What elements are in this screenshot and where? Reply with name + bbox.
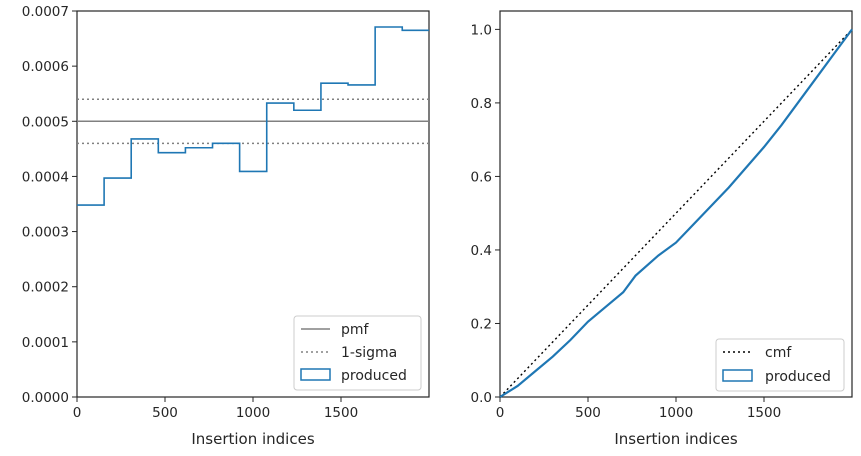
left-x-tick-label: 500: [152, 405, 178, 421]
left-legend-produced-label: produced: [341, 368, 407, 384]
left-y-tick-label: 0.0006: [22, 59, 69, 75]
left-series-layer: [77, 26, 429, 206]
right-x-axis-label: Insertion indices: [614, 430, 737, 448]
left-y-tick-label: 0.0005: [22, 114, 69, 130]
right-x-tick-label: 1500: [747, 405, 781, 421]
right-legend-produced-swatch: [722, 369, 753, 382]
right-y-tick-label: 0.0: [471, 390, 492, 406]
right-legend-cmf-label: cmf: [765, 345, 792, 361]
left-y-tick-label: 0.0002: [22, 280, 69, 296]
left-x-tick-label: 1500: [324, 405, 358, 421]
left-legend-box: [293, 315, 422, 391]
right-series-layer: [499, 28, 853, 398]
left-x-ticks: 0 500 1000 1500: [73, 397, 358, 421]
right-y-ticks: 0.0 0.2 0.4 0.6 0.8 1.0: [471, 22, 500, 406]
left-legend: pmf 1-sigma produced: [293, 315, 422, 391]
right-legend: cmf produced: [715, 338, 845, 392]
left-reference-lines: [77, 98, 429, 145]
series-produced-step: [77, 26, 429, 206]
left-x-axis-label: Insertion indices: [191, 430, 314, 448]
right-y-tick-label: 0.8: [471, 96, 492, 112]
left-x-tick-label: 1000: [236, 405, 270, 421]
left-y-tick-label: 0.0001: [22, 335, 69, 351]
left-legend-pmf-label: pmf: [341, 322, 370, 338]
right-y-tick-label: 0.4: [471, 243, 492, 259]
right-y-tick-label: 0.6: [471, 169, 492, 185]
left-y-tick-label: 0.0004: [22, 169, 69, 185]
series-produced-line: [499, 28, 853, 398]
right-y-tick-label: 1.0: [471, 22, 492, 38]
left-x-tick-label: 0: [73, 405, 82, 421]
right-x-tick-label: 1000: [659, 405, 693, 421]
right-x-tick-label: 0: [496, 405, 505, 421]
right-x-tick-label: 500: [575, 405, 601, 421]
right-chart-panel: 0 500 1000 1500 0.0 0.2 0.4 0.6 0.8 1.0 Insertio…: [471, 10, 853, 448]
right-legend-produced-label: produced: [765, 369, 831, 385]
left-legend-1-sigma-label: 1-sigma: [341, 345, 397, 361]
right-y-tick-label: 0.2: [471, 316, 492, 332]
left-y-tick-label: 0.0003: [22, 225, 69, 241]
left-y-ticks: 0.0000 0.0001 0.0002 0.0003 0.0004 0.0005 0.00…: [22, 4, 77, 406]
left-chart-panel: 0 500 1000 1500 0.00000.00010.00020.00030.0…: [22, 4, 430, 448]
left-y-tick-label: 0.0000: [22, 390, 69, 406]
left-y-tick-label: 0.0007: [22, 4, 69, 20]
right-x-ticks: 0 500 1000 1500: [496, 397, 781, 421]
left-legend-produced-swatch: [300, 368, 331, 381]
